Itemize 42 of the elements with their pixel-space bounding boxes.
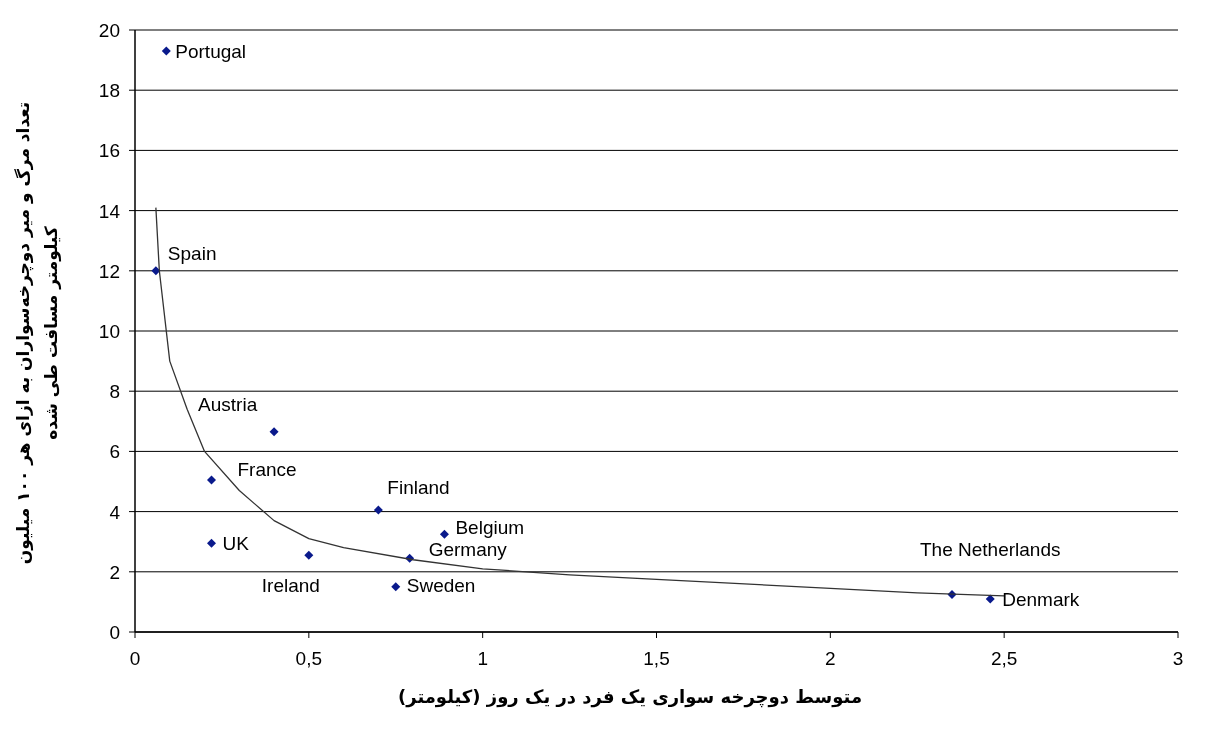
annotation: Spain	[167, 242, 217, 264]
point	[206, 538, 216, 548]
y-tick-label: 14	[98, 200, 121, 222]
point	[151, 266, 161, 276]
point	[373, 505, 383, 515]
annotation: The Netherlands	[920, 539, 1061, 561]
x-tick-label: 0,5	[295, 648, 323, 669]
point	[304, 550, 314, 560]
x-tick-label: 3	[1172, 648, 1184, 669]
x-tick-label: 1,5	[643, 648, 670, 669]
y-tick-label: 2	[109, 561, 120, 583]
y-tick-label: 4	[109, 501, 121, 523]
annotation: Belgium	[455, 517, 525, 539]
y-tick-label: 8	[109, 381, 120, 403]
y-tick-label: 10	[98, 321, 120, 342]
annotation: Germany	[428, 539, 508, 561]
y-tick-label: 0	[109, 622, 120, 643]
y-tick-label: 6	[109, 441, 120, 463]
annotation: Denmark	[1002, 588, 1080, 610]
y-tick-label: 20	[98, 20, 120, 41]
y-tick-label: 18	[98, 80, 120, 102]
y-tick-label: 12	[98, 260, 120, 282]
annotation: Sweden	[406, 574, 476, 596]
x-tick-label: 0	[129, 648, 141, 669]
point	[391, 582, 401, 592]
annotation: Portugal	[175, 41, 247, 63]
annotation: Ireland	[261, 575, 320, 597]
y-tick-label: 16	[98, 140, 120, 162]
x-tick-label: 1	[477, 648, 488, 669]
annotation: UK	[222, 533, 250, 555]
x-tick-label: 2,5	[990, 648, 1018, 669]
annotation: France	[237, 458, 297, 480]
x-tick-label: 2	[825, 648, 836, 669]
point	[985, 594, 995, 604]
y-axis-title: تعداد مرگ و میر دوچرخه‌سواران به ازای هر ۱۰۰ میلیون کیلومتر مسافت طی شده	[12, 100, 62, 567]
point	[206, 475, 216, 485]
x-axis-title: متوسط دوچرخه سواری یک فرد در یک روز (کیلومتر)	[396, 686, 864, 707]
annotation: Finland	[387, 477, 450, 499]
point	[161, 46, 171, 56]
annotation: Austria	[198, 393, 258, 415]
point	[269, 427, 279, 437]
point	[439, 529, 449, 539]
